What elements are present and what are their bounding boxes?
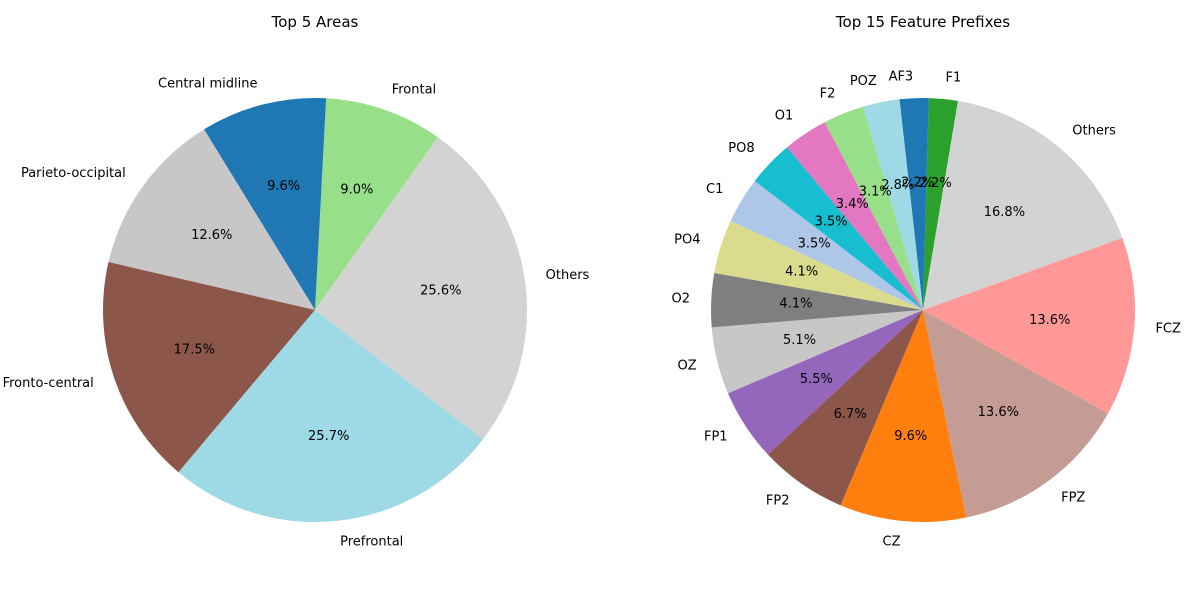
slice-label-cz: CZ bbox=[883, 535, 901, 550]
pie-slice-oz bbox=[711, 310, 923, 394]
slice-label-o1: O1 bbox=[775, 109, 794, 124]
pie-slice-others bbox=[923, 100, 1123, 310]
slice-label-fpz: FPZ bbox=[1061, 490, 1085, 505]
pct-label-poz: 2.8% bbox=[881, 178, 914, 193]
pie-slice-c1 bbox=[730, 181, 923, 310]
pie-slice-parieto-occipital bbox=[108, 129, 315, 310]
pie-slice-frontal bbox=[315, 98, 438, 310]
slice-label-f2: F2 bbox=[820, 86, 836, 101]
pie-slice-af3 bbox=[899, 98, 929, 311]
slice-label-fp2: FP2 bbox=[766, 494, 790, 509]
slice-label-parieto-occipital: Parieto-occipital bbox=[21, 166, 126, 181]
slice-label-others: Others bbox=[1072, 123, 1116, 138]
pie-slice-prefrontal bbox=[178, 310, 484, 523]
pct-label-f2: 3.1% bbox=[859, 185, 892, 200]
slice-label-frontal: Frontal bbox=[392, 82, 436, 97]
pct-label-o2: 4.1% bbox=[779, 297, 812, 312]
pct-label-oz: 5.1% bbox=[783, 333, 816, 348]
pct-label-fpz: 13.6% bbox=[978, 405, 1019, 420]
pct-label-others: 16.8% bbox=[984, 205, 1025, 220]
pie-slice-poz bbox=[862, 99, 923, 310]
pct-label-po8: 3.5% bbox=[815, 215, 848, 230]
slice-label-f1: F1 bbox=[945, 70, 961, 85]
pie-chart-feature-prefixes: Top 15 Feature Prefixes 2.2% F1 2.2% AF3 2.8… bbox=[672, 13, 1181, 550]
pct-label-fronto-central: 17.5% bbox=[174, 343, 215, 358]
slice-label-o2: O2 bbox=[672, 292, 691, 307]
pie-slice-fp1 bbox=[728, 310, 923, 455]
pct-label-fcz: 13.6% bbox=[1029, 313, 1070, 328]
pct-label-prefrontal: 25.7% bbox=[308, 429, 349, 444]
slice-label-fronto-central: Fronto-central bbox=[3, 376, 94, 391]
slice-label-po4: PO4 bbox=[674, 233, 700, 248]
pct-label-f1: 2.2% bbox=[919, 176, 952, 191]
pie-slice-f2 bbox=[824, 106, 923, 310]
pie-slice-fcz bbox=[923, 237, 1135, 414]
pie-slice-fp2 bbox=[767, 310, 923, 506]
pie-slice-o1 bbox=[786, 122, 923, 310]
pie-chart-top-areas: Top 5 Areas 9.0% Frontal 9.6% Central midli… bbox=[3, 13, 590, 549]
pct-label-fp2: 6.7% bbox=[834, 407, 867, 422]
slice-label-others: Others bbox=[546, 268, 590, 283]
pie-slice-fronto-central bbox=[102, 262, 315, 473]
slice-label-po8: PO8 bbox=[728, 141, 754, 156]
pie-slice-po4 bbox=[714, 220, 923, 310]
slice-label-c1: C1 bbox=[706, 182, 723, 197]
pct-label-po4: 4.1% bbox=[785, 264, 818, 279]
pie-slice-po8 bbox=[754, 147, 923, 310]
pct-label-cz: 9.6% bbox=[894, 429, 927, 444]
slice-label-fp1: FP1 bbox=[704, 430, 728, 445]
pct-label-fp1: 5.5% bbox=[800, 372, 833, 387]
pct-label-central-midline: 9.6% bbox=[267, 179, 300, 194]
pct-label-parieto-occipital: 12.6% bbox=[191, 228, 232, 243]
pct-label-c1: 3.5% bbox=[798, 237, 831, 252]
pie-slice-others bbox=[315, 137, 528, 440]
chart-title-top-areas: Top 5 Areas bbox=[271, 13, 359, 31]
slice-label-af3: AF3 bbox=[889, 70, 914, 85]
pct-label-o1: 3.4% bbox=[836, 197, 869, 212]
pie-slice-central-midline bbox=[204, 97, 327, 310]
slice-label-central-midline: Central midline bbox=[158, 77, 257, 92]
slice-label-fcz: FCZ bbox=[1155, 321, 1181, 336]
slice-label-poz: POZ bbox=[850, 74, 877, 89]
slice-label-oz: OZ bbox=[678, 359, 697, 374]
pct-label-frontal: 9.0% bbox=[340, 182, 373, 197]
pie-slice-f1 bbox=[923, 98, 958, 310]
chart-title-feature-prefixes: Top 15 Feature Prefixes bbox=[835, 13, 1010, 31]
pct-label-af3: 2.2% bbox=[901, 175, 934, 190]
pie-slice-fpz bbox=[923, 310, 1109, 518]
pie-slice-cz bbox=[840, 310, 967, 522]
pct-label-others: 25.6% bbox=[420, 284, 461, 299]
slice-label-prefrontal: Prefrontal bbox=[340, 534, 403, 549]
pie-slice-o2 bbox=[711, 273, 923, 328]
